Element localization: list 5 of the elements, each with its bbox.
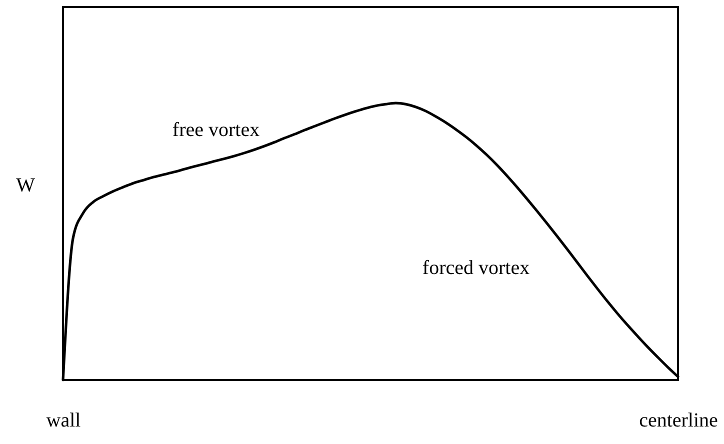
x-tick-label: wall <box>46 410 82 432</box>
annotation: forced vortex <box>422 257 530 279</box>
y-axis-title: W <box>16 174 36 196</box>
x-tick-label: centerline <box>639 410 718 432</box>
annotation: free vortex <box>172 119 260 141</box>
